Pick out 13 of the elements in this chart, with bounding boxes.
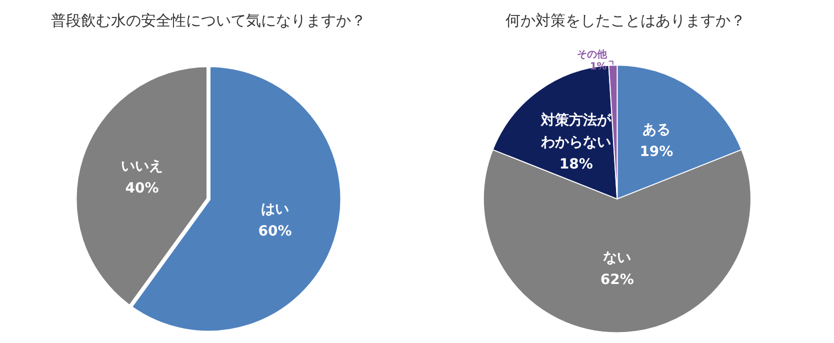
slice-label: はい xyxy=(260,202,289,218)
slice-label: 対策方法がわからない xyxy=(540,111,612,150)
chart-title: 何か対策をしたことはありますか？ xyxy=(506,12,746,30)
data-label: 19% xyxy=(640,144,674,160)
data-label: 18% xyxy=(559,156,593,172)
chart-title: 普段飲む水の安全性について気になりますか？ xyxy=(51,12,366,30)
slice-label: その他 xyxy=(576,48,608,61)
slice-label: いいえ xyxy=(121,158,164,174)
data-label: 60% xyxy=(258,224,292,240)
data-label: 62% xyxy=(600,272,634,288)
slice-label: ない xyxy=(603,250,632,266)
data-label: 40% xyxy=(125,180,159,196)
slice-label: ある xyxy=(642,122,670,138)
